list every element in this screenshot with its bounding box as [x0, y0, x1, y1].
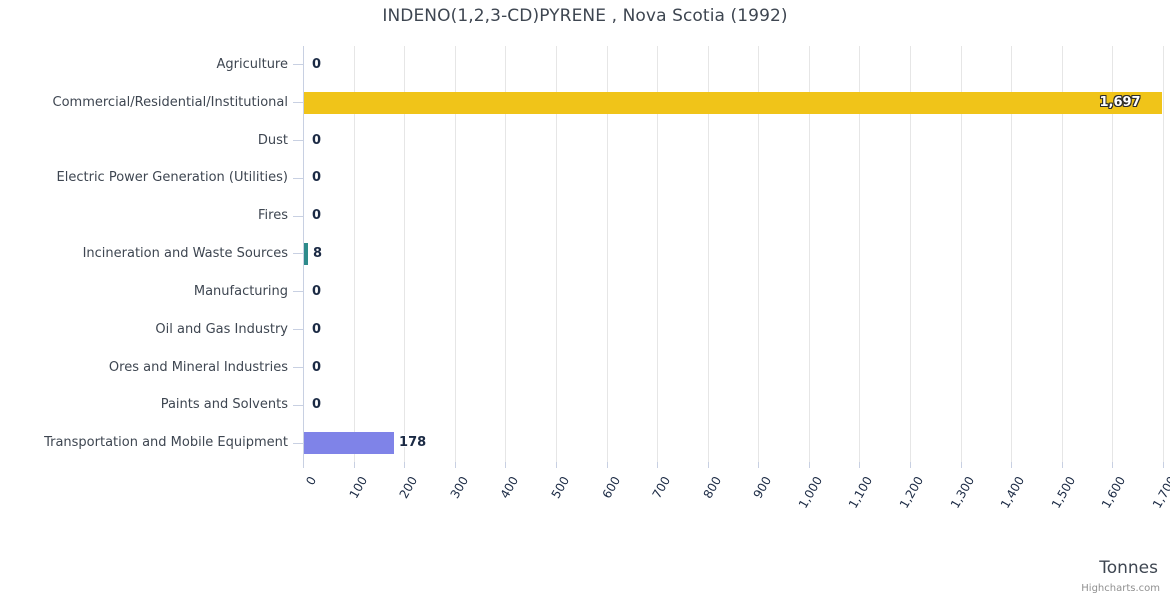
bar[interactable]: [304, 432, 395, 455]
gridline: [454, 46, 456, 462]
bar[interactable]: [304, 91, 1163, 114]
bar-row: Fires 0: [0, 197, 1170, 235]
bar-value-label: 0: [312, 397, 322, 413]
value-axis-tick: [758, 462, 760, 468]
bar-row: Agriculture 0: [0, 46, 1170, 84]
bar-value-label: 0: [312, 170, 322, 186]
category-tick: [293, 102, 303, 104]
gridline: [353, 46, 355, 462]
bar-value-label: 0: [312, 208, 322, 224]
value-axis-tick: [404, 462, 406, 468]
gridline: [1061, 46, 1063, 462]
value-axis-tick: [606, 462, 608, 468]
bar-row: Dust 0: [0, 122, 1170, 160]
axis-title-tonnes: Tonnes: [1099, 558, 1158, 578]
category-tick: [293, 291, 303, 293]
highcharts-credits[interactable]: Highcharts.com: [1081, 583, 1160, 594]
category-label[interactable]: Commercial/Residential/Institutional: [52, 94, 289, 110]
value-axis-tick: [505, 462, 507, 468]
gridline: [505, 46, 507, 462]
category-label[interactable]: Dust: [257, 132, 288, 148]
category-label[interactable]: Oil and Gas Industry: [155, 321, 288, 337]
gridline: [808, 46, 810, 462]
gridline: [657, 46, 659, 462]
bar-row: Oil and Gas Industry 0: [0, 311, 1170, 349]
category-tick: [293, 366, 303, 368]
gridline: [859, 46, 861, 462]
value-axis-tick: [657, 462, 659, 468]
value-axis-tick: [808, 462, 810, 468]
gridline: [758, 46, 760, 462]
bar[interactable]: [304, 243, 309, 266]
category-tick: [293, 215, 303, 217]
bar-value-label: 0: [312, 359, 322, 375]
bar-row: Electric Power Generation (Utilities) 0: [0, 159, 1170, 197]
category-tick: [293, 442, 303, 444]
category-label[interactable]: Manufacturing: [193, 283, 288, 299]
category-label[interactable]: Fires: [258, 208, 288, 224]
gridline: [1011, 46, 1013, 462]
bar-value-label: 0: [312, 283, 322, 299]
value-axis-tick: [960, 462, 962, 468]
category-label[interactable]: Incineration and Waste Sources: [82, 246, 288, 262]
bar-value-label: 1,697: [1099, 94, 1141, 110]
bar-value-label: 0: [312, 321, 322, 337]
bar-row: Commercial/Residential/Institutional 1,69…: [0, 84, 1170, 122]
bar-value-label: 0: [312, 57, 322, 72]
bar-row: Paints and Solvents 0: [0, 386, 1170, 424]
gridline: [606, 46, 608, 462]
gridline: [1112, 46, 1114, 462]
category-label[interactable]: Electric Power Generation (Utilities): [56, 170, 288, 186]
value-axis-tick: [1163, 462, 1164, 468]
category-label[interactable]: Paints and Solvents: [160, 397, 288, 413]
bar-row: Incineration and Waste Sources 8: [0, 235, 1170, 273]
value-axis-tick: [1011, 462, 1013, 468]
gridline: [960, 46, 962, 462]
value-axis-tick: [555, 462, 557, 468]
gridline: [404, 46, 406, 462]
bar-value-label: 178: [399, 435, 427, 451]
value-axis-tick: [1112, 462, 1114, 468]
category-label[interactable]: Ores and Mineral Industries: [108, 359, 288, 375]
value-axis-tick: [1061, 462, 1063, 468]
bar-row: Manufacturing 0: [0, 273, 1170, 311]
value-axis-tick: [859, 462, 861, 468]
gridline: [910, 46, 912, 462]
value-axis: 0 100 200 300 400 500 600 700 800 900 1,000 1,100 1,…: [0, 462, 1170, 532]
category-label[interactable]: Transportation and Mobile Equipment: [44, 435, 288, 451]
value-axis-tick: [707, 462, 709, 468]
gridline: [1163, 46, 1164, 462]
category-tick: [293, 140, 303, 142]
bar-value-label: 0: [312, 132, 322, 148]
category-tick: [293, 177, 303, 179]
category-axis-line: [303, 46, 304, 462]
bar-value-label: 8: [313, 246, 323, 262]
category-tick: [293, 329, 303, 331]
category-tick: [293, 253, 303, 255]
plot-area: [303, 46, 1164, 462]
category-tick: [293, 64, 303, 66]
category-tick: [293, 404, 303, 406]
bar-row: Transportation and Mobile Equipment 178: [0, 424, 1170, 462]
value-axis-tick: [910, 462, 912, 468]
bar-row: Ores and Mineral Industries 0: [0, 349, 1170, 387]
category-label[interactable]: Agriculture: [216, 57, 289, 72]
value-axis-tick: [303, 462, 304, 468]
value-axis-tick: [353, 462, 355, 468]
gridline: [555, 46, 557, 462]
value-axis-tick: [454, 462, 456, 468]
gridline: [707, 46, 709, 462]
chart-title: INDENO(1,2,3-CD)PYRENE , Nova Scotia (19…: [382, 6, 788, 26]
